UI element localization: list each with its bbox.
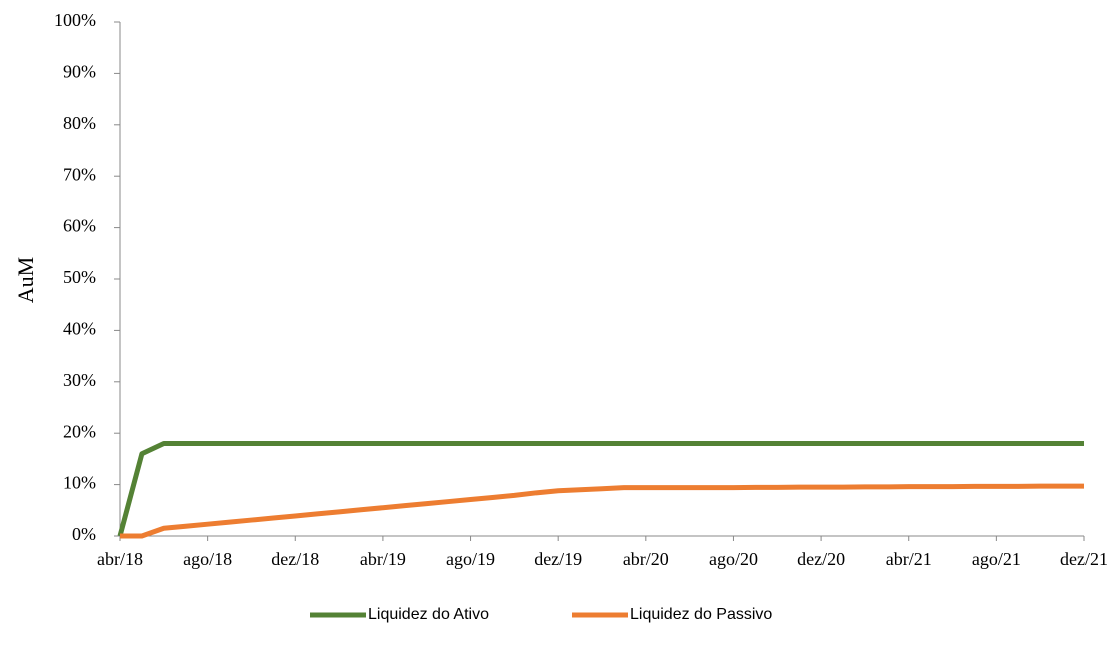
y-tick-label: 40% <box>63 319 96 339</box>
y-tick-label: 30% <box>63 370 96 390</box>
legend-label: Liquidez do Passivo <box>630 606 772 623</box>
y-tick-label: 50% <box>63 267 96 287</box>
x-tick-label: abr/21 <box>886 549 932 569</box>
x-tick-label: ago/18 <box>183 549 232 569</box>
x-tick-label: dez/21 <box>1060 549 1108 569</box>
y-tick-label: 0% <box>72 524 96 544</box>
y-tick-label: 80% <box>63 113 96 133</box>
x-tick-label: dez/18 <box>271 549 319 569</box>
x-tick-label: ago/20 <box>709 549 758 569</box>
x-tick-label: dez/20 <box>797 549 845 569</box>
x-tick-label: ago/19 <box>446 549 495 569</box>
x-tick-label: abr/20 <box>623 549 669 569</box>
y-tick-label: 10% <box>63 473 96 493</box>
x-tick-label: ago/21 <box>972 549 1021 569</box>
y-tick-label: 100% <box>54 10 96 30</box>
y-tick-label: 20% <box>63 421 96 441</box>
y-tick-label: 60% <box>63 216 96 236</box>
series-line <box>120 483 1084 539</box>
y-tick-label: 70% <box>63 164 96 184</box>
x-tick-label: abr/18 <box>97 549 143 569</box>
x-tick-label: dez/19 <box>534 549 582 569</box>
series-line <box>117 440 1084 537</box>
x-tick-label: abr/19 <box>360 549 406 569</box>
y-axis-label: AuM <box>13 257 38 303</box>
legend-label: Liquidez do Ativo <box>368 606 489 623</box>
y-tick-label: 90% <box>63 62 96 82</box>
